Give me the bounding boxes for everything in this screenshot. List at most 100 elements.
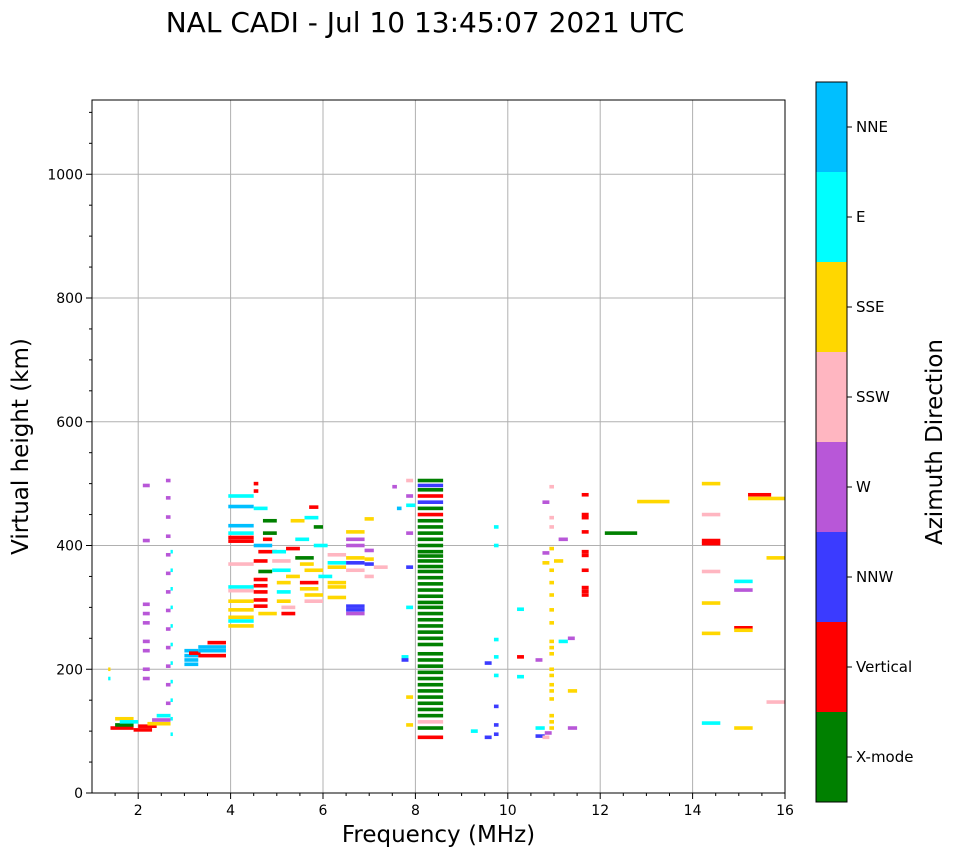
echo-segment: [313, 543, 328, 548]
echo-segment: [304, 568, 323, 573]
echo-traces: [108, 478, 785, 740]
echo-segment: [189, 651, 201, 655]
echo-segment: [417, 575, 444, 580]
y-axis-label: Virtual height (km): [8, 338, 34, 555]
echo-segment: [549, 720, 554, 724]
echo-segment: [604, 531, 638, 535]
echo-segment: [517, 674, 524, 679]
echo-segment: [165, 515, 171, 519]
echo-segment: [701, 601, 721, 605]
echo-segment: [549, 621, 554, 625]
echo-segment: [272, 568, 291, 573]
echo-segment: [165, 682, 171, 687]
colorbar-frame: [815, 81, 848, 803]
echo-segment: [417, 651, 444, 656]
colorbar-swatch-ssw: [816, 352, 847, 442]
y-axis-ticks: 0 200 400 600 800 1000: [47, 111, 92, 802]
colorbar-swatch-x-mode: [816, 712, 847, 802]
echo-segment: [417, 658, 444, 662]
echo-segment: [346, 530, 365, 534]
echo-segment: [417, 642, 444, 647]
echo-segment: [734, 628, 753, 633]
echo-segment: [417, 611, 444, 616]
echo-segment: [417, 488, 444, 492]
echo-segment: [417, 670, 444, 675]
echo-segment: [170, 624, 173, 628]
echo-segment: [318, 574, 333, 579]
echo-segment: [170, 605, 173, 610]
echo-segment: [581, 549, 589, 554]
echo-segment: [748, 496, 785, 501]
echo-segment: [142, 621, 150, 625]
echo-segment: [228, 531, 254, 535]
echo-segment: [110, 726, 134, 730]
echo-segment: [549, 667, 554, 672]
echo-segment: [493, 637, 499, 642]
echo-segment: [581, 530, 589, 534]
echo-segment: [346, 608, 365, 612]
echo-segment: [549, 568, 554, 573]
echo-segment: [484, 735, 492, 740]
echo-segment: [228, 504, 254, 509]
echo-segment: [253, 590, 268, 594]
y-tick-label: 400: [56, 539, 83, 555]
echo-segment: [228, 494, 254, 498]
echo-segment: [417, 636, 444, 641]
echo-segment: [299, 562, 314, 566]
echo-segment: [258, 611, 277, 616]
colorbar-label: Azimuth Direction: [922, 339, 948, 545]
echo-segment: [142, 648, 150, 653]
echo-segment: [364, 548, 374, 553]
echo-segment: [417, 695, 444, 699]
echo-segment: [417, 605, 444, 610]
echo-segment: [417, 617, 444, 622]
echo-segment: [417, 676, 444, 681]
echo-segment: [544, 731, 552, 735]
echo-segment: [364, 562, 374, 566]
echo-segment: [406, 503, 416, 508]
echo-segment: [346, 604, 365, 608]
echo-segment: [165, 627, 171, 631]
colorbar-tick-label: SSW: [856, 388, 890, 406]
echo-segment: [417, 701, 444, 706]
echo-segment: [417, 483, 444, 488]
echo-segment: [417, 531, 444, 535]
echo-segment: [309, 505, 319, 509]
echo-segment: [581, 492, 589, 497]
echo-segment: [152, 718, 171, 722]
echo-segment: [549, 608, 554, 612]
echo-segment: [228, 619, 254, 623]
echo-segment: [766, 556, 785, 560]
echo-segment: [304, 515, 319, 520]
echo-segment: [417, 689, 444, 693]
echo-segment: [258, 549, 277, 554]
echo-segment: [108, 667, 111, 672]
echo-segment: [228, 624, 254, 628]
echo-segment: [228, 535, 254, 540]
colorbar-tick-label: SSE: [856, 298, 885, 316]
echo-segment: [133, 728, 153, 732]
echo-segment: [327, 580, 347, 585]
echo-segment: [417, 582, 444, 586]
chart-title: NAL CADI - Jul 10 13:45:07 2021 UTC: [165, 6, 685, 39]
echo-segment: [228, 562, 254, 566]
echo-segment: [253, 481, 259, 486]
colorbar-swatch-nne: [816, 82, 847, 172]
echo-segment: [286, 574, 300, 579]
colorbar: X-mode Vertical NNW W SSW SSE E NNE: [815, 81, 913, 803]
echo-segment: [364, 574, 374, 579]
grid-lines: [92, 100, 786, 794]
echo-segment: [165, 590, 171, 594]
echo-segment: [567, 689, 578, 693]
echo-segment: [417, 569, 444, 574]
echo-segment: [549, 580, 554, 585]
echo-segment: [406, 531, 414, 535]
echo-segment: [549, 673, 554, 678]
echo-segment: [327, 561, 347, 565]
echo-segment: [542, 735, 550, 740]
echo-segment: [542, 500, 550, 504]
echo-segment: [567, 636, 575, 641]
echo-segment: [346, 543, 365, 548]
echo-segment: [170, 698, 173, 702]
echo-segment: [417, 713, 444, 718]
